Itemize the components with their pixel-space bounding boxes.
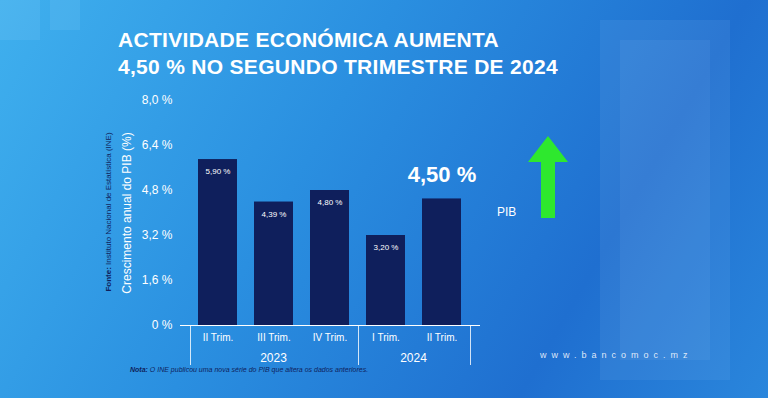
svg-text:0 %: 0 % xyxy=(152,318,173,332)
svg-text:I Trim.: I Trim. xyxy=(372,332,400,343)
html-text:2023: 2023 xyxy=(260,351,287,365)
html-text:Nota: O INE publicou uma nova: Nota: O INE publicou uma nova série do P… xyxy=(130,366,369,373)
svg-text:4,50 %: 4,50 % xyxy=(408,162,477,187)
html-text:Instituto Nacional de Estatíst: Instituto Nacional de Estatística (INE) xyxy=(103,132,113,268)
html-text:ACTIVIDADE ECONÓMICA AUMENTA 4: ACTIVIDADE ECONÓMICA AUMENTA 4,50 % NO S… xyxy=(118,28,558,78)
svg-text:8,0 %: 8,0 % xyxy=(142,93,173,107)
svg-text:Crescimento anual do PIB (%): Crescimento anual do PIB (%) xyxy=(120,132,134,293)
svg-text:III Trim.: III Trim. xyxy=(257,332,290,343)
svg-text:4,39 %: 4,39 % xyxy=(262,210,287,219)
svg-text:1,6 %: 1,6 % xyxy=(142,273,173,287)
svg-text:II Trim.: II Trim. xyxy=(203,332,234,343)
svg-text:3,2 %: 3,2 % xyxy=(142,228,173,242)
svg-text:II Trim.: II Trim. xyxy=(427,332,458,343)
html-text:PIB: PIB xyxy=(497,205,517,219)
svg-text:6,4 %: 6,4 % xyxy=(142,138,173,152)
svg-text:5,90 %: 5,90 % xyxy=(206,167,231,176)
html-text:www.bancomoc.mz: www.bancomoc.mz xyxy=(540,350,693,360)
html-text:Fonte:: Fonte: xyxy=(103,267,113,292)
svg-text:3,20 %: 3,20 % xyxy=(374,243,399,252)
svg-text:4,80 %: 4,80 % xyxy=(318,198,343,207)
html-text:2024: 2024 xyxy=(400,351,427,365)
svg-text:IV Trim.: IV Trim. xyxy=(313,332,347,343)
svg-text:4,8 %: 4,8 % xyxy=(142,183,173,197)
